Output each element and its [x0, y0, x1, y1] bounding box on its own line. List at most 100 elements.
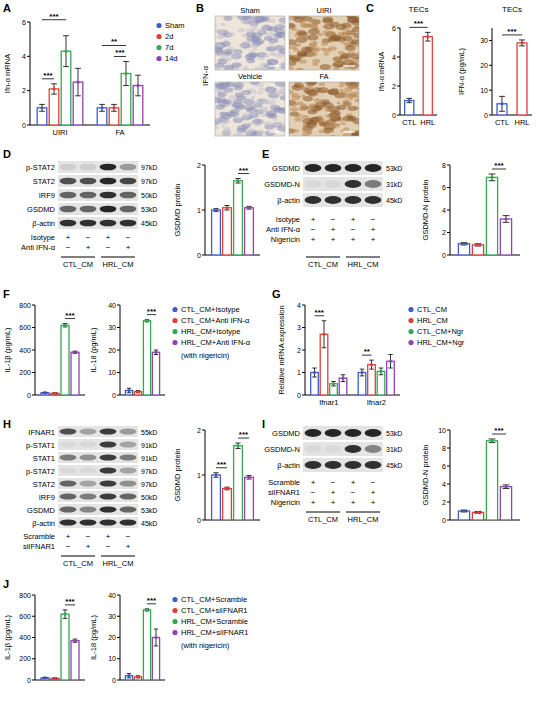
y-tick [397, 57, 400, 58]
tissue-texture [272, 62, 277, 65]
condition-mark: − [86, 532, 91, 541]
tissue-texture [246, 28, 253, 32]
error-cap [135, 75, 141, 76]
tissue-texture [237, 28, 245, 32]
error-bar [127, 674, 131, 678]
bar-dot [43, 391, 46, 394]
y-tick [117, 616, 120, 617]
bar-dot [52, 87, 55, 90]
sig-label: *** [115, 48, 125, 57]
error-cap [63, 35, 69, 36]
tissue-texture [301, 115, 309, 119]
tissue-texture [352, 130, 359, 136]
tissue-texture [232, 51, 240, 56]
error-cap [63, 66, 69, 67]
error-cap [154, 354, 158, 355]
error-cap [123, 85, 129, 86]
error-bar [475, 244, 482, 246]
tissue-texture [248, 18, 256, 22]
error-bar [145, 609, 149, 611]
error-cap [51, 83, 57, 84]
tissue-texture [216, 104, 225, 109]
error-bar [145, 320, 149, 322]
tile-bg [289, 82, 359, 136]
tissue-texture [347, 106, 357, 111]
blot-kd: 91kD [141, 455, 157, 462]
group-line [306, 512, 340, 513]
y-tick [117, 305, 120, 306]
tissue-texture [232, 56, 238, 60]
blot-band [100, 454, 117, 460]
tissue-texture [296, 68, 302, 70]
bar-dot [63, 324, 66, 327]
bar [234, 181, 243, 255]
tissue-texture [337, 102, 341, 104]
blot-band [60, 178, 77, 185]
y-tick [32, 637, 35, 638]
tissue-texture [219, 36, 224, 39]
y-axis-title: IL-1β (pg/mL) [3, 614, 12, 660]
blot-label: STAT1 [33, 454, 55, 463]
tissue-texture [242, 91, 248, 94]
tissue-texture [308, 18, 317, 23]
blot-strip [58, 504, 138, 515]
tissue-texture [327, 89, 339, 95]
error-cap [489, 174, 496, 175]
y-tick-label: 1 [197, 207, 201, 214]
legend-label: HRL_CM+Isotype [181, 327, 240, 336]
tissue-texture [292, 129, 299, 133]
error-bar [461, 243, 468, 245]
tissue-texture [343, 127, 349, 130]
error-bar [503, 485, 510, 489]
tissue-texture [348, 98, 352, 101]
legend-swatch [408, 329, 413, 334]
tissue-texture [217, 44, 223, 47]
error-cap [127, 388, 131, 389]
bar [500, 219, 511, 255]
y-tick [27, 22, 30, 23]
bar-dot [43, 676, 46, 679]
y-tick [302, 350, 305, 351]
error-cap [379, 374, 384, 375]
blot-band [120, 493, 137, 499]
tissue-texture [300, 23, 308, 27]
tissue-texture [331, 114, 339, 118]
legend-swatch [172, 630, 177, 635]
condition-mark: + [351, 498, 356, 507]
y-tick-label: 6 [22, 19, 26, 26]
bar-dot [389, 360, 392, 363]
y-tick-label: 200 [19, 655, 31, 662]
error-cap [39, 104, 45, 105]
tissue-texture [307, 35, 318, 41]
error-cap [406, 102, 412, 103]
sig-label: *** [414, 19, 424, 28]
blot-label: β-actin [277, 196, 300, 205]
sig-label: *** [494, 426, 504, 435]
condition-mark: − [66, 542, 71, 551]
y-tick-label: 20 [480, 62, 488, 69]
blot-band [60, 220, 77, 227]
error-cap [331, 381, 336, 382]
y-tick-label: 8 [442, 445, 446, 452]
plot-marks [405, 32, 433, 115]
blot-strip [58, 517, 138, 528]
error-bar [489, 439, 496, 443]
blot-strip [303, 161, 383, 175]
blot-band [60, 493, 77, 499]
blot-band [100, 493, 117, 499]
blot-band [80, 441, 97, 447]
y-tick-label: 4 [297, 302, 301, 309]
bar-dot [313, 371, 316, 374]
bar [358, 373, 366, 396]
condition-label: siIFNAR1 [268, 488, 300, 497]
blot-band [60, 506, 77, 512]
blot-band [365, 461, 382, 469]
bar-dot [379, 370, 382, 373]
sig-label: *** [315, 308, 325, 317]
legend-label: CTL_CM+siIFNAR1 [181, 606, 247, 615]
condition-mark: − [106, 243, 111, 252]
legend-label: CTL_CM+Ngr [417, 327, 464, 336]
bar-dot [40, 106, 43, 109]
y-tick [117, 372, 120, 373]
blot-band [60, 428, 77, 434]
